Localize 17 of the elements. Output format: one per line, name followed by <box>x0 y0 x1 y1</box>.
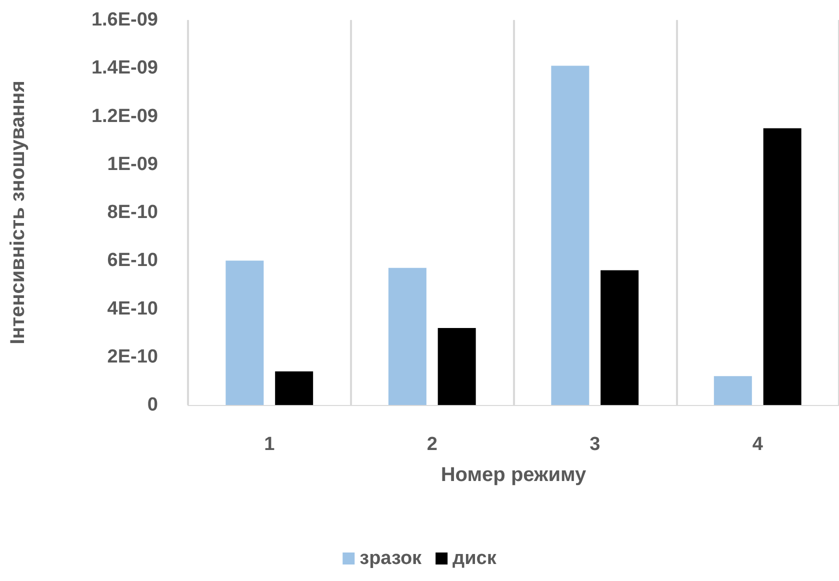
y-tick-label: 0 <box>147 394 158 416</box>
y-tick-label: 1.2E-09 <box>91 106 158 127</box>
y-tick-label: 1.6E-09 <box>91 10 158 30</box>
x-tick-label: 3 <box>590 434 600 455</box>
legend-label: диск <box>452 548 497 569</box>
y-tick-label: 1.4E-09 <box>91 58 158 79</box>
y-tick-label: 2E-10 <box>107 346 158 368</box>
y-axis-title: Інтенсивність зношування <box>7 80 29 344</box>
y-tick-label: 8E-10 <box>107 202 158 223</box>
x-tick-label: 4 <box>752 434 764 455</box>
y-tick-label: 6E-10 <box>107 250 158 272</box>
y-tick-label: 1E-09 <box>107 154 158 175</box>
legend-label: зразок <box>360 548 422 569</box>
x-tick-label: 2 <box>426 434 438 455</box>
x-axis-title: Номер режиму <box>440 464 588 486</box>
y-tick-label: 4E-10 <box>107 298 158 320</box>
x-tick-label: 1 <box>264 434 276 455</box>
